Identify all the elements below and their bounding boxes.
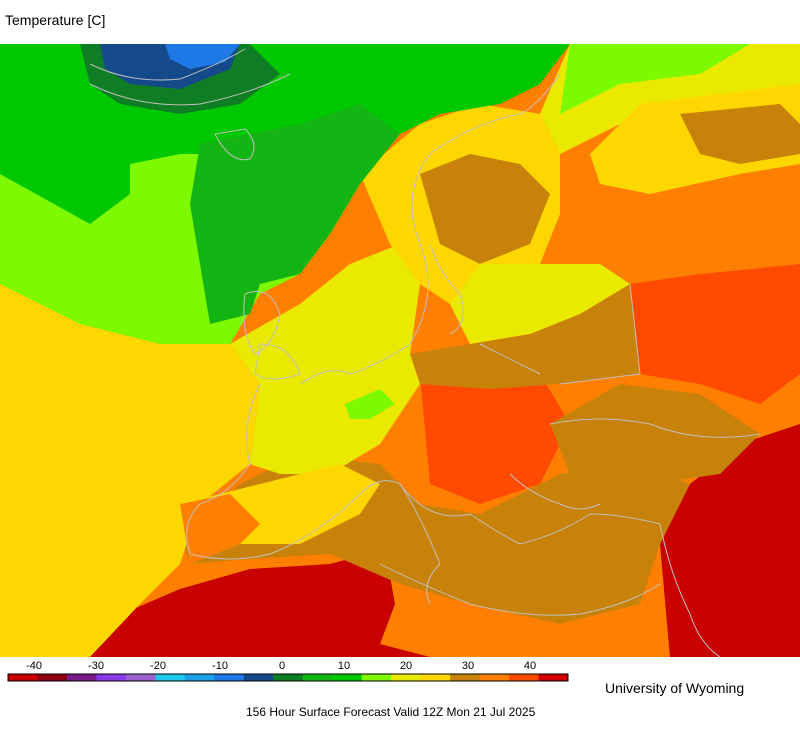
credit-text: University of Wyoming — [605, 680, 745, 696]
colorbar-swatch — [420, 674, 451, 681]
norwegian-sea-green — [190, 104, 400, 324]
colorbar-tick-label: -30 — [88, 660, 104, 672]
colorbar-tick-label: -40 — [26, 660, 42, 672]
colorbar-swatch — [273, 674, 304, 681]
colorbar-swatch — [8, 674, 38, 681]
balkans-red — [420, 374, 570, 504]
baltic-yellow — [450, 264, 630, 344]
colorbar-swatch — [155, 674, 186, 681]
colorbar-tick-label: -10 — [212, 660, 228, 672]
africa-hot-zone-east — [660, 424, 800, 657]
colorbar-swatch — [184, 674, 215, 681]
colorbar-swatch — [66, 674, 97, 681]
temperature-map — [0, 44, 800, 657]
colorbar: -40 -30 -20 -10 0 10 20 30 40 — [7, 660, 569, 682]
iberia-orange — [180, 494, 260, 564]
africa-hot-zone — [90, 549, 430, 657]
colorbar-tick-label: 20 — [400, 660, 412, 672]
atlantic-gold — [0, 284, 260, 657]
colorbar-tick-label: 30 — [462, 660, 474, 672]
colorbar-swatch — [391, 674, 422, 681]
colorbar-swatch — [243, 674, 274, 681]
colorbar-swatch — [37, 674, 68, 681]
map-title: Temperature [C] — [5, 12, 106, 28]
russia-red — [630, 264, 800, 404]
central-europe-brown — [410, 284, 640, 389]
colorbar-tick-label: -20 — [150, 660, 166, 672]
colorbar-swatch — [302, 674, 333, 681]
greenland-blue — [165, 44, 240, 69]
colorbar-tick-labels: -40 -30 -20 -10 0 10 20 30 40 — [26, 660, 536, 672]
colorbar-swatch — [332, 674, 363, 681]
colorbar-swatch — [96, 674, 127, 681]
colorbar-swatch — [509, 674, 540, 681]
turkey-brown — [550, 384, 760, 484]
colorbar-swatch — [479, 674, 510, 681]
valid-time-text: 156 Hour Surface Forecast Valid 12Z Mon … — [246, 705, 536, 719]
colorbar-swatch — [450, 674, 481, 681]
russia-orange — [560, 164, 800, 284]
colorbar-swatches — [7, 673, 569, 682]
colorbar-tick-label: 40 — [524, 660, 536, 672]
colorbar-tick-label: 0 — [279, 660, 285, 672]
colorbar-swatch — [125, 674, 156, 681]
colorbar-tick-label: 10 — [338, 660, 350, 672]
coastlines — [89, 48, 761, 657]
colorbar-swatch — [538, 674, 569, 681]
scandinavia-brown — [420, 154, 550, 264]
colorbar-outline — [7, 673, 569, 682]
east-greenland-green — [560, 44, 750, 114]
colorbar-swatch — [214, 674, 245, 681]
arctic-brown — [680, 104, 800, 164]
alps-green-patch — [345, 389, 395, 419]
colorbar-swatch — [361, 674, 392, 681]
